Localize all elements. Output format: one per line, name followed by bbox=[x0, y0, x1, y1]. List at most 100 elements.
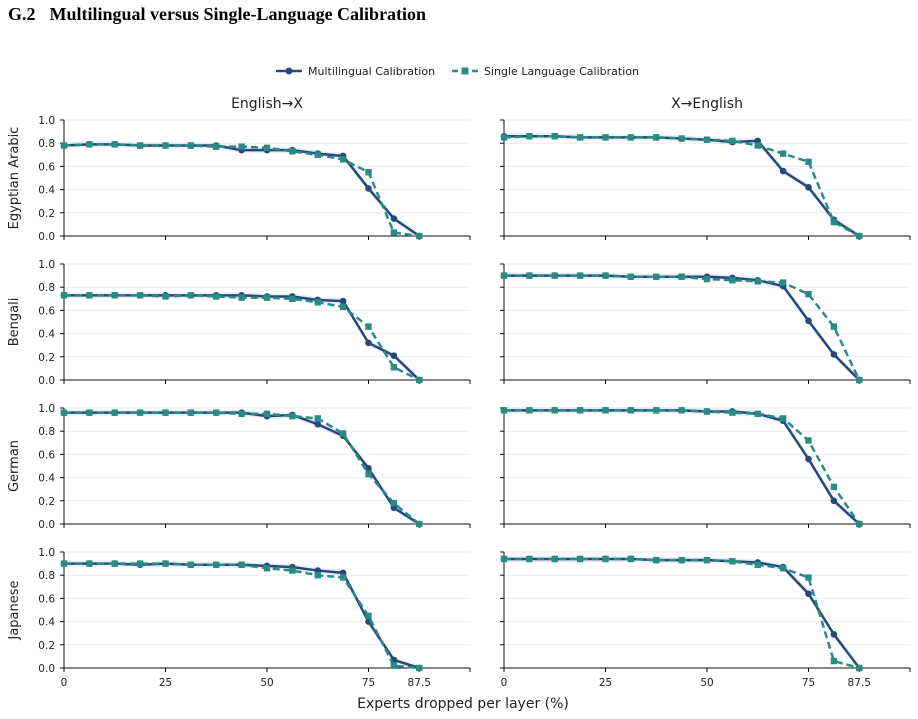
point-multilingual bbox=[805, 455, 812, 463]
point-multilingual bbox=[365, 185, 372, 192]
y-tick-label: 1.0 bbox=[38, 115, 55, 127]
point-single bbox=[390, 229, 398, 236]
point-single bbox=[187, 409, 195, 416]
point-single bbox=[365, 612, 372, 619]
point-single bbox=[856, 520, 863, 528]
point-single bbox=[238, 410, 245, 417]
point-single bbox=[416, 664, 423, 672]
x-tick-label: 75 bbox=[802, 677, 815, 689]
point-single bbox=[289, 295, 296, 302]
point-single bbox=[339, 156, 347, 163]
point-single bbox=[111, 560, 118, 567]
point-single bbox=[60, 560, 68, 567]
series-band-multilingual bbox=[504, 407, 860, 527]
point-single bbox=[416, 376, 423, 384]
row-label: Egyptian Arabic bbox=[7, 127, 22, 230]
point-single bbox=[213, 143, 220, 150]
point-single bbox=[136, 560, 144, 567]
x-tick-label: 87.5 bbox=[408, 677, 431, 689]
point-single bbox=[86, 141, 93, 148]
point-single bbox=[779, 565, 787, 572]
y-tick-label: 0.0 bbox=[38, 663, 55, 675]
point-single bbox=[60, 142, 68, 149]
point-multilingual bbox=[779, 167, 787, 175]
point-single bbox=[526, 133, 533, 140]
point-single bbox=[86, 409, 93, 416]
column-title: X→English bbox=[671, 96, 743, 112]
point-single bbox=[779, 279, 787, 286]
y-tick-label: 0.2 bbox=[38, 208, 55, 220]
point-single bbox=[830, 323, 838, 330]
point-single bbox=[526, 555, 533, 563]
point-single bbox=[314, 151, 321, 158]
point-single bbox=[339, 574, 347, 581]
point-single bbox=[289, 412, 296, 420]
point-single bbox=[314, 572, 321, 579]
point-single bbox=[390, 499, 398, 507]
point-single bbox=[187, 292, 195, 299]
y-tick-label: 0.6 bbox=[38, 449, 55, 461]
point-single bbox=[830, 657, 838, 665]
point-single bbox=[416, 520, 423, 528]
point-single bbox=[136, 292, 144, 299]
point-multilingual bbox=[390, 352, 398, 359]
point-single bbox=[551, 555, 558, 563]
point-single bbox=[213, 409, 220, 416]
point-multilingual bbox=[805, 317, 812, 325]
x-axis-label: Experts dropped per layer (%) bbox=[357, 696, 569, 712]
point-single bbox=[314, 299, 321, 306]
column-title: English→X bbox=[231, 96, 303, 112]
x-tick-label: 50 bbox=[260, 677, 273, 689]
point-multilingual bbox=[365, 465, 372, 472]
row-label: German bbox=[7, 440, 22, 492]
y-tick-label: 0.4 bbox=[38, 473, 55, 485]
point-single bbox=[500, 407, 508, 414]
point-single bbox=[602, 555, 609, 563]
point-single bbox=[187, 142, 195, 149]
point-single bbox=[390, 662, 398, 669]
point-single bbox=[187, 561, 195, 568]
point-single bbox=[602, 134, 609, 141]
point-multilingual bbox=[314, 420, 322, 428]
y-tick-label: 0.8 bbox=[38, 138, 55, 150]
point-single bbox=[263, 294, 271, 301]
y-tick-label: 1.0 bbox=[38, 547, 55, 559]
series-line-multilingual bbox=[64, 294, 421, 381]
series-line-multilingual bbox=[504, 409, 861, 525]
point-single bbox=[60, 292, 68, 299]
y-tick-label: 0.0 bbox=[38, 231, 55, 243]
point-single bbox=[754, 278, 761, 285]
point-single bbox=[111, 292, 118, 299]
point-single bbox=[779, 415, 787, 422]
point-single bbox=[238, 561, 245, 568]
legend-label-multilingual: Multilingual Calibration bbox=[308, 65, 435, 78]
point-single bbox=[60, 409, 68, 416]
point-single bbox=[263, 144, 271, 152]
point-single bbox=[576, 134, 584, 141]
point-single bbox=[754, 561, 761, 568]
point-single bbox=[856, 376, 863, 384]
y-tick-label: 0.2 bbox=[38, 496, 55, 508]
series-band-multilingual bbox=[504, 272, 860, 383]
y-tick-label: 0.0 bbox=[38, 519, 55, 531]
point-single bbox=[365, 323, 372, 330]
point-single bbox=[111, 141, 118, 148]
point-single bbox=[86, 560, 93, 567]
x-tick-label: 25 bbox=[159, 677, 172, 689]
point-single bbox=[729, 558, 736, 565]
point-single bbox=[111, 409, 118, 416]
point-single bbox=[627, 134, 635, 141]
point-single bbox=[339, 303, 347, 311]
point-single bbox=[162, 293, 169, 300]
point-single bbox=[729, 409, 736, 416]
point-multilingual bbox=[805, 590, 812, 598]
legend-marker-multilingual bbox=[285, 67, 293, 75]
x-tick-label: 87.5 bbox=[848, 677, 871, 689]
point-single bbox=[602, 272, 609, 279]
x-tick-label: 25 bbox=[599, 677, 612, 689]
legend-label-single: Single Language Calibration bbox=[484, 65, 639, 78]
y-tick-label: 1.0 bbox=[38, 259, 55, 271]
point-single bbox=[136, 142, 144, 149]
point-single bbox=[754, 410, 761, 417]
